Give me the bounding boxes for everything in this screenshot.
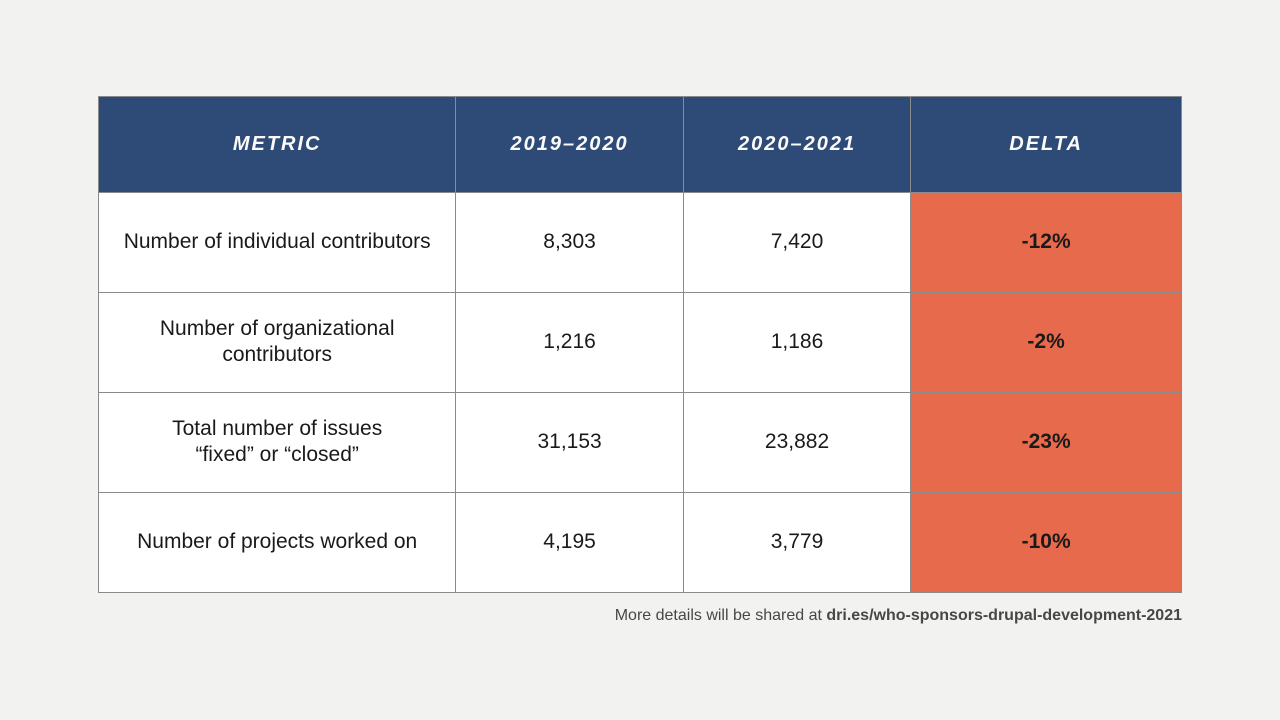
table-row: Number of organizational contributors 1,… xyxy=(99,292,1182,392)
cell-metric: Number of individual contributors xyxy=(99,192,456,292)
cell-delta: -10% xyxy=(911,492,1182,592)
cell-delta: -23% xyxy=(911,392,1182,492)
cell-y2: 23,882 xyxy=(683,392,910,492)
table-row: Number of individual contributors 8,303 … xyxy=(99,192,1182,292)
metrics-table: METRIC 2019–2020 2020–2021 DELTA Number … xyxy=(98,96,1182,593)
cell-delta: -2% xyxy=(911,292,1182,392)
footnote: More details will be shared at dri.es/wh… xyxy=(98,607,1182,625)
col-header-delta: DELTA xyxy=(911,96,1182,192)
cell-y1: 4,195 xyxy=(456,492,683,592)
footnote-link-text: dri.es/who-sponsors-drupal-development-2… xyxy=(826,607,1182,624)
cell-y1: 8,303 xyxy=(456,192,683,292)
metrics-table-container: METRIC 2019–2020 2020–2021 DELTA Number … xyxy=(98,96,1182,593)
table-header-row: METRIC 2019–2020 2020–2021 DELTA xyxy=(99,96,1182,192)
table-row: Total number of issues“fixed” or “closed… xyxy=(99,392,1182,492)
cell-metric: Number of projects worked on xyxy=(99,492,456,592)
cell-y2: 7,420 xyxy=(683,192,910,292)
cell-delta: -12% xyxy=(911,192,1182,292)
cell-y2: 1,186 xyxy=(683,292,910,392)
cell-metric: Number of organizational contributors xyxy=(99,292,456,392)
cell-y1: 1,216 xyxy=(456,292,683,392)
footnote-prefix: More details will be shared at xyxy=(615,607,827,624)
cell-y1: 31,153 xyxy=(456,392,683,492)
cell-metric: Total number of issues“fixed” or “closed… xyxy=(99,392,456,492)
col-header-metric: METRIC xyxy=(99,96,456,192)
col-header-2019-2020: 2019–2020 xyxy=(456,96,683,192)
cell-y2: 3,779 xyxy=(683,492,910,592)
col-header-2020-2021: 2020–2021 xyxy=(683,96,910,192)
table-row: Number of projects worked on 4,195 3,779… xyxy=(99,492,1182,592)
